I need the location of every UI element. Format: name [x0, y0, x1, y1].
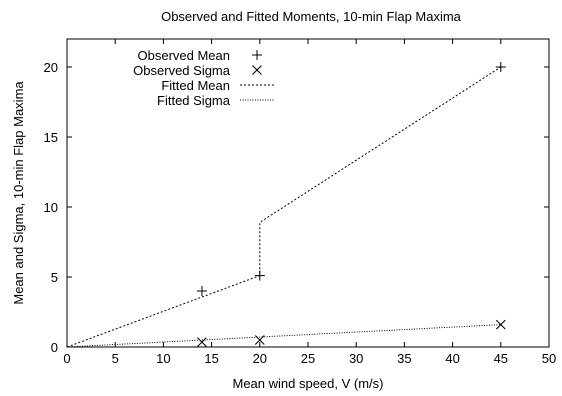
- series-lines: [66, 66, 502, 348]
- x-tick-label: 25: [301, 351, 315, 366]
- y-tick-label: 20: [44, 60, 58, 75]
- data-point: [495, 62, 506, 72]
- y-tick-label: 0: [51, 340, 58, 355]
- x-tick-label: 30: [349, 351, 363, 366]
- x-tick-label: 5: [112, 351, 119, 366]
- legend-swatch: [252, 65, 262, 75]
- x-tick-label: 0: [63, 351, 70, 366]
- data-point: [197, 337, 207, 347]
- legend-label: Fitted Mean: [161, 78, 230, 93]
- x-axis-ticks: 0 5 10 15 20 25 30 35 40 45 50: [63, 39, 556, 366]
- legend-label: Observed Sigma: [133, 63, 231, 78]
- x-tick-label: 45: [494, 351, 508, 366]
- legend-entry: Fitted Mean: [161, 78, 274, 93]
- y-axis-ticks: 0 5 10 15 20: [44, 60, 549, 355]
- y-axis-label: Mean and Sigma, 10-min Flap Maxima: [11, 81, 26, 305]
- data-point: [254, 335, 265, 345]
- legend-entry: Observed Mean: [138, 48, 262, 63]
- y-tick-label: 15: [44, 130, 58, 145]
- series-line-2: [66, 66, 502, 348]
- legend-label: Observed Mean: [138, 48, 231, 63]
- plot-frame: [66, 38, 550, 348]
- legend-entry: Observed Sigma: [133, 63, 262, 78]
- legend-label: Fitted Sigma: [157, 93, 231, 108]
- chart-title: Observed and Fitted Moments, 10-min Flap…: [161, 9, 462, 24]
- x-tick-label: 35: [397, 351, 411, 366]
- data-point: [495, 319, 506, 330]
- legend-swatch: [252, 50, 262, 60]
- x-tick-label: 15: [204, 351, 218, 366]
- data-point: [196, 286, 207, 296]
- x-tick-label: 10: [156, 351, 170, 366]
- x-tick-label: 40: [445, 351, 459, 366]
- x-tick-label: 50: [542, 351, 556, 366]
- series-markers: [196, 62, 506, 347]
- legend-entry: Fitted Sigma: [157, 93, 274, 108]
- x-axis-label: Mean wind speed, V (m/s): [232, 376, 383, 391]
- y-tick-label: 10: [44, 200, 58, 215]
- y-tick-label: 5: [51, 270, 58, 285]
- data-point: [254, 270, 265, 281]
- series-line-3: [66, 324, 501, 348]
- x-tick-label: 20: [253, 351, 267, 366]
